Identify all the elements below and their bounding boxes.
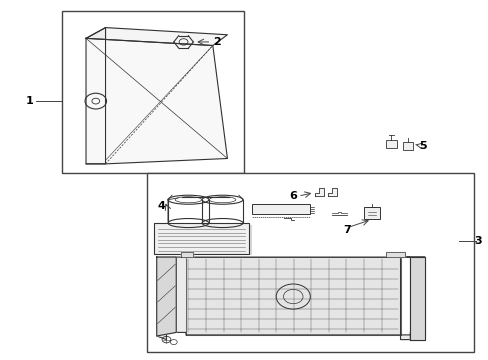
Polygon shape xyxy=(157,257,424,339)
Bar xyxy=(402,141,412,149)
Bar xyxy=(157,225,251,255)
Bar xyxy=(251,204,310,214)
Text: 4: 4 xyxy=(157,201,165,211)
Polygon shape xyxy=(86,39,227,164)
Text: 7: 7 xyxy=(342,225,350,235)
Polygon shape xyxy=(157,257,176,336)
Bar xyxy=(61,12,244,173)
Polygon shape xyxy=(385,252,405,257)
Polygon shape xyxy=(86,28,227,45)
Polygon shape xyxy=(185,257,400,335)
Bar xyxy=(154,223,249,253)
Bar xyxy=(363,207,379,220)
Text: 1: 1 xyxy=(26,96,34,106)
Polygon shape xyxy=(328,188,336,196)
Text: 3: 3 xyxy=(474,236,481,246)
Text: 6: 6 xyxy=(289,191,297,201)
Polygon shape xyxy=(315,188,324,196)
Polygon shape xyxy=(181,252,193,257)
Bar xyxy=(385,140,396,148)
Text: 5: 5 xyxy=(418,141,426,151)
Text: 2: 2 xyxy=(212,37,220,47)
Polygon shape xyxy=(86,28,105,164)
Polygon shape xyxy=(409,257,424,339)
Bar xyxy=(147,173,473,352)
